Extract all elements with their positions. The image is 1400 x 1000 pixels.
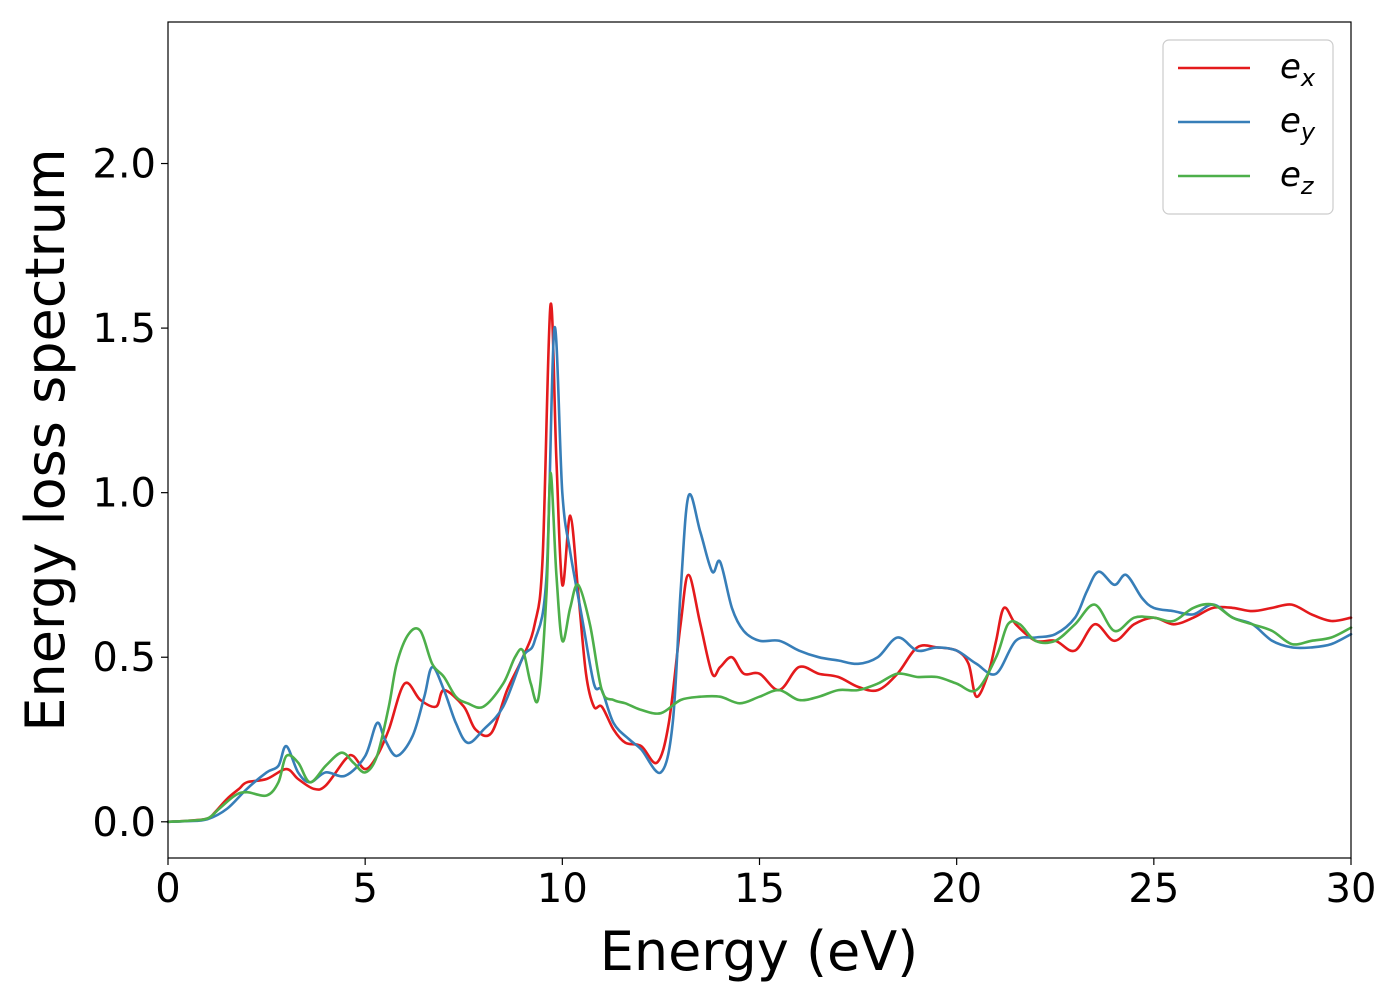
y-tick-label: 1.5 — [92, 306, 156, 352]
x-axis-title: Energy (eV) — [600, 920, 919, 983]
y-axis-title: Energy loss spectrum — [14, 148, 77, 731]
x-tick-label: 15 — [734, 866, 785, 912]
series-line-z — [166, 471, 1353, 824]
legend-label-x: ex — [1280, 47, 1316, 92]
legend-label-z: ez — [1280, 155, 1315, 200]
x-tick-label: 10 — [537, 866, 588, 912]
x-tick-label: 25 — [1128, 866, 1179, 912]
x-tick-label: 20 — [931, 866, 982, 912]
legend-frame — [1162, 39, 1334, 215]
x-axis: 0 5 10 15 20 25 30 — [155, 858, 1376, 912]
series-line-y — [166, 326, 1353, 824]
y-tick-label: 0.0 — [92, 800, 156, 846]
y-axis: 0.0 0.5 1.0 1.5 2.0 — [92, 142, 168, 846]
x-tick-label: 30 — [1326, 866, 1377, 912]
y-tick-label: 2.0 — [92, 142, 156, 188]
y-tick-label: 0.5 — [92, 635, 156, 681]
x-tick-label: 0 — [155, 866, 180, 912]
series-line-x — [166, 302, 1353, 824]
y-tick-label: 1.0 — [92, 471, 156, 517]
series-layer — [166, 302, 1353, 824]
x-tick-label: 5 — [352, 866, 377, 912]
legend-label-y: ey — [1280, 101, 1316, 146]
legend: ex ey ez — [1162, 39, 1334, 215]
